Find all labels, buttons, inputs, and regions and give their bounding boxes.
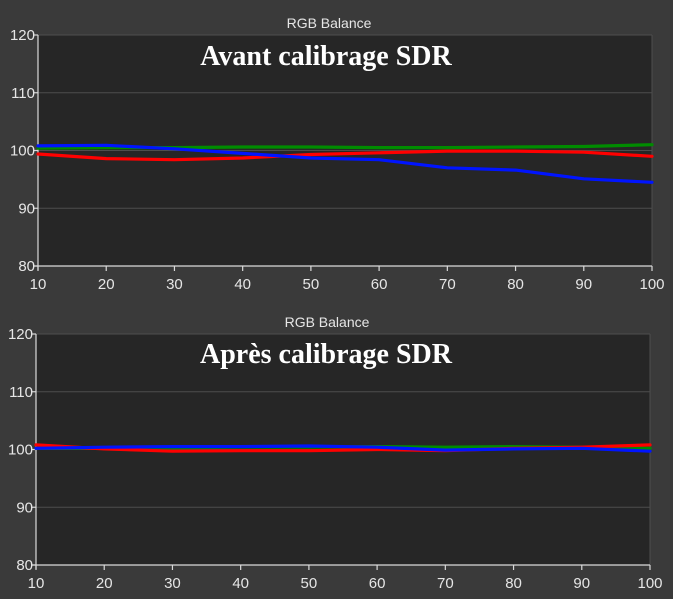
- x-tick-label: 30: [166, 276, 183, 293]
- x-tick-label: 80: [505, 575, 522, 592]
- chart-title: RGB Balance: [287, 15, 372, 31]
- y-tick-label: 120: [8, 326, 33, 343]
- x-tick-label: 60: [371, 276, 388, 293]
- y-tick-label: 90: [18, 200, 35, 217]
- x-tick-label: 100: [639, 276, 664, 293]
- x-tick-label: 40: [234, 276, 251, 293]
- x-tick-label: 30: [164, 575, 181, 592]
- x-tick-label: 10: [30, 276, 47, 293]
- x-tick-label: 80: [507, 276, 524, 293]
- y-tick-label: 80: [18, 258, 35, 275]
- x-tick-label: 10: [28, 575, 45, 592]
- x-tick-label: 90: [575, 276, 592, 293]
- y-tick-label: 100: [8, 442, 33, 459]
- y-tick-label: 120: [10, 27, 35, 44]
- x-tick-label: 50: [301, 575, 318, 592]
- overlay-title: Avant calibrage SDR: [200, 41, 452, 72]
- x-tick-label: 60: [369, 575, 386, 592]
- chart-panel-2: 80 90 100 110 120 10 20 30 40 50 60 70 80 90 100 RGB Ba…: [8, 314, 663, 592]
- chart-title: RGB Balance: [285, 314, 370, 330]
- x-tick-label: 90: [573, 575, 590, 592]
- chart-panel-1: 80 90 100 110 120 10 20 30 40 50 60 70 80 90 100 RGB Ba…: [10, 15, 665, 293]
- series-line-2: [36, 149, 654, 162]
- x-tick-label: 40: [232, 575, 249, 592]
- series-line-3: [36, 143, 654, 184]
- x-tick-label: 20: [98, 276, 115, 293]
- y-tick-label: 110: [9, 384, 33, 401]
- y-tick-label: 110: [11, 85, 35, 102]
- x-tick-label: 20: [96, 575, 113, 592]
- x-tick-label: 100: [637, 575, 662, 592]
- y-tick-label: 90: [16, 499, 33, 516]
- y-tick-label: 100: [10, 143, 35, 160]
- overlay-title: Après calibrage SDR: [200, 339, 453, 370]
- y-tick-label: 80: [16, 557, 33, 574]
- x-tick-label: 70: [437, 575, 454, 592]
- series-line-3: [34, 444, 652, 453]
- x-tick-label: 70: [439, 276, 456, 293]
- x-tick-label: 50: [303, 276, 320, 293]
